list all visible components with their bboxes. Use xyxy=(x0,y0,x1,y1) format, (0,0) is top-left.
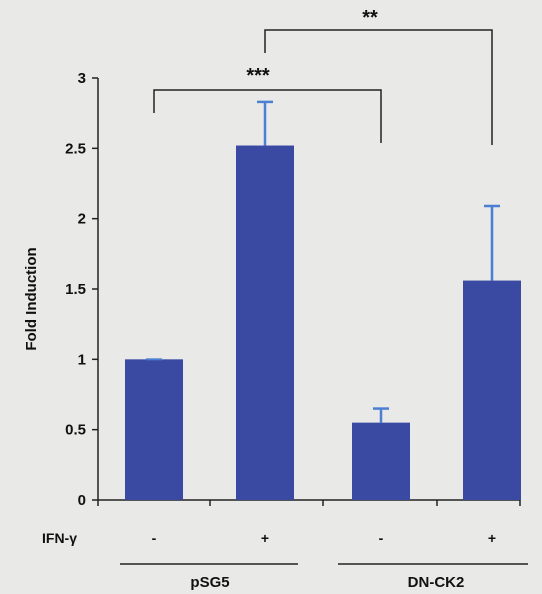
treatment-row-label: IFN-γ xyxy=(42,530,77,546)
significance-bracket xyxy=(264,29,493,145)
y-tick-label: 0.5 xyxy=(65,422,86,439)
y-tick-label: 2.5 xyxy=(65,140,86,157)
y-tick-label: 2 xyxy=(78,211,86,228)
treatment-value: + xyxy=(261,530,269,546)
bar xyxy=(463,280,521,500)
bar xyxy=(352,422,410,500)
bar xyxy=(125,359,183,500)
bar xyxy=(236,145,294,500)
y-axis-title: Fold Induction xyxy=(23,247,40,350)
treatment-value: - xyxy=(379,530,384,546)
y-tick-label: 3 xyxy=(78,70,86,87)
significance-label: ** xyxy=(362,7,378,29)
treatment-value: - xyxy=(152,530,157,546)
significance-label: *** xyxy=(246,65,270,87)
treatment-value: + xyxy=(488,530,496,546)
y-tick-label: 0 xyxy=(78,492,86,509)
significance-bracket xyxy=(153,89,382,143)
group-label: DN-CK2 xyxy=(408,574,465,591)
group-label: pSG5 xyxy=(190,574,229,591)
y-tick-label: 1 xyxy=(78,351,86,368)
y-tick-label: 1.5 xyxy=(65,281,86,298)
